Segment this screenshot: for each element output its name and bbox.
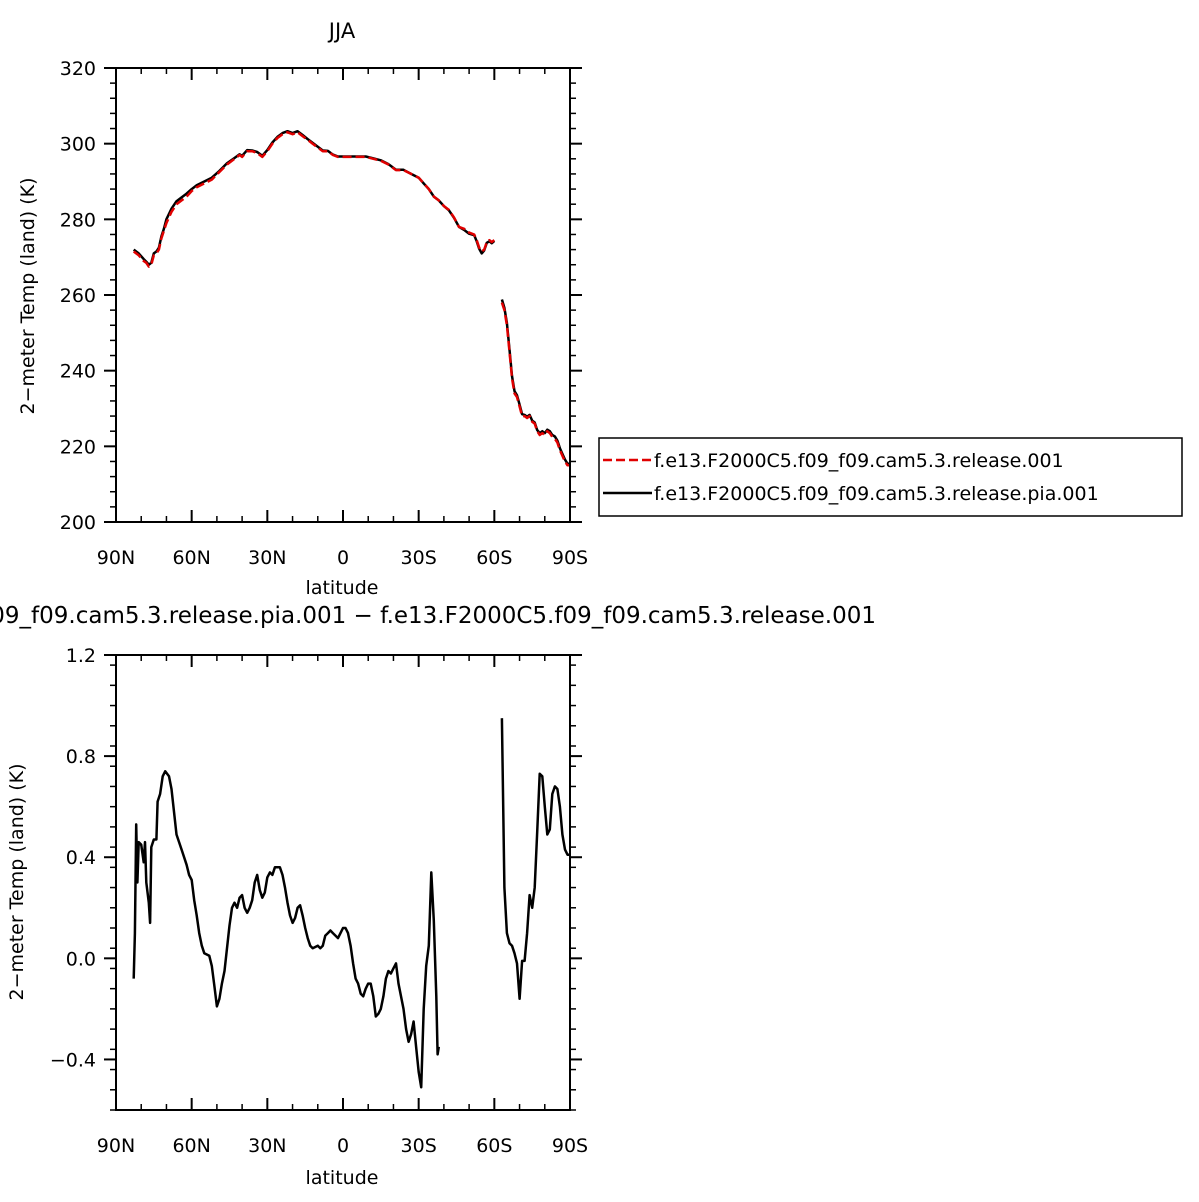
- bottom-x-tick-label: 60S: [476, 1135, 512, 1157]
- top-series-0-segment-1: [500, 302, 570, 467]
- top-series-1-segment-0: [132, 129, 496, 266]
- bottom-panel: f.e13.F2000C5.f09_f09.cam5.3.release.pia…: [0, 603, 876, 1189]
- bottom-x-tick-label: 60N: [172, 1135, 210, 1157]
- top-series-0-segment-0: [132, 131, 496, 268]
- top-x-tick-label: 30N: [248, 547, 286, 569]
- legend-label-pia: f.e13.F2000C5.f09_f09.cam5.3.release.pia…: [654, 483, 1099, 505]
- bottom-chart-title: f.e13.F2000C5.f09_f09.cam5.3.release.pia…: [0, 603, 876, 629]
- top-plot-frame: [115, 67, 571, 523]
- bottom-x-axis-label: latitude: [306, 1167, 379, 1189]
- top-panel: JJA 2−meter Temp (land) (K) latitude 90N…: [17, 19, 588, 599]
- top-y-tick-label: 280: [60, 209, 96, 231]
- bottom-x-tick-label: 0: [337, 1135, 349, 1157]
- legend: f.e13.F2000C5.f09_f09.cam5.3.release.001…: [598, 437, 1183, 517]
- top-x-axis-label: latitude: [306, 577, 379, 599]
- legend-box: [598, 437, 1183, 517]
- bottom-y-tick-label: −0.4: [50, 1049, 96, 1071]
- top-x-tick-label: 0: [337, 547, 349, 569]
- bottom-series-0-segment-0: [132, 770, 441, 1089]
- top-chart-title: JJA: [327, 19, 356, 43]
- top-y-axis-label: 2−meter Temp (land) (K): [17, 177, 39, 414]
- top-y-tick-label: 260: [60, 285, 96, 307]
- bottom-y-tick-label: 0.8: [66, 746, 96, 768]
- top-y-tick-label: 220: [60, 436, 96, 458]
- bottom-x-tick-label: 90N: [97, 1135, 135, 1157]
- bottom-series-0-segment-1: [500, 718, 570, 1001]
- bottom-y-tick-label: 1.2: [66, 645, 96, 667]
- top-x-tick-label: 60N: [172, 547, 210, 569]
- top-x-tick-label: 60S: [476, 547, 512, 569]
- bottom-x-tick-label: 30S: [401, 1135, 437, 1157]
- bottom-y-tick-label: 0.0: [66, 948, 96, 970]
- top-y-tick-label: 200: [60, 512, 96, 534]
- bottom-x-tick-label: 90S: [552, 1135, 588, 1157]
- bottom-y-tick-label: 0.4: [66, 847, 96, 869]
- top-x-tick-label: 90N: [97, 547, 135, 569]
- top-y-tick-label: 240: [60, 361, 96, 383]
- bottom-x-tick-label: 30N: [248, 1135, 286, 1157]
- bottom-y-axis-label: 2−meter Temp (land) (K): [6, 763, 28, 1000]
- top-x-tick-label: 90S: [552, 547, 588, 569]
- top-x-tick-label: 30S: [401, 547, 437, 569]
- legend-label-control: f.e13.F2000C5.f09_f09.cam5.3.release.001: [654, 450, 1064, 472]
- top-y-tick-label: 320: [60, 58, 96, 80]
- top-y-tick-label: 300: [60, 134, 96, 156]
- bottom-plot-frame: [115, 654, 571, 1111]
